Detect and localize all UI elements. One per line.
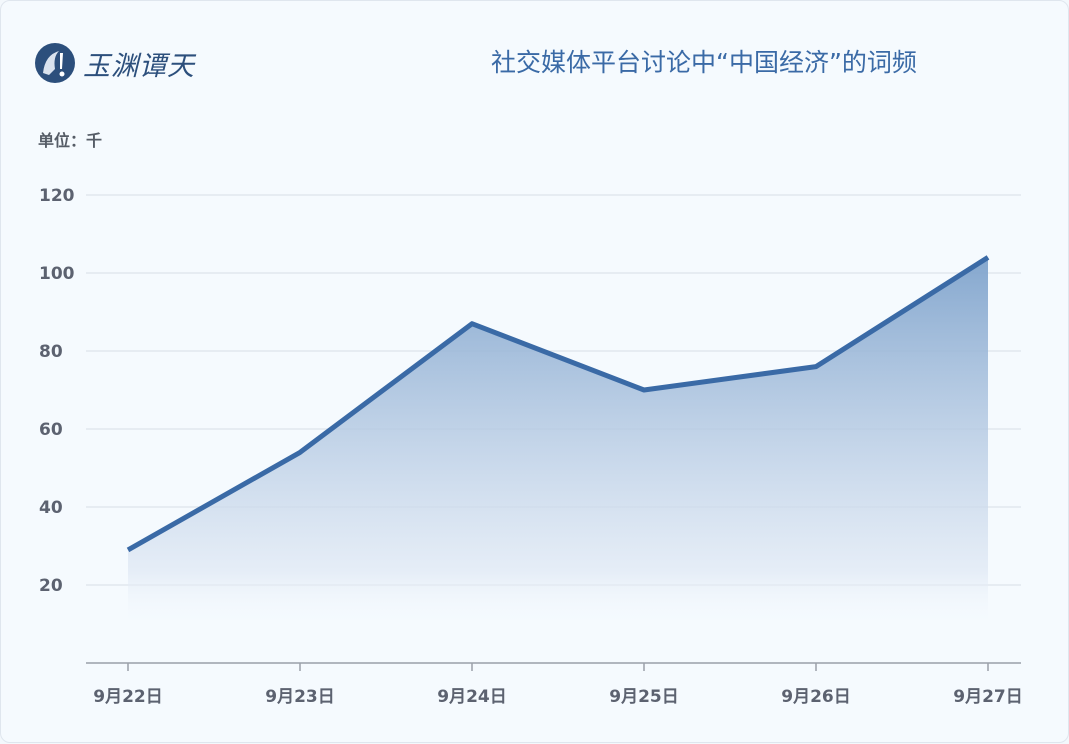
x-tick-label: 9月25日: [609, 687, 679, 707]
x-tick-label: 9月26日: [781, 687, 851, 707]
y-tick-label: 40: [39, 498, 63, 518]
x-tick-label: 9月22日: [93, 687, 163, 707]
y-tick-label: 20: [39, 576, 63, 596]
x-tick-label: 9月24日: [437, 687, 507, 707]
area-fill: [128, 257, 988, 628]
y-tick-label: 100: [39, 264, 75, 284]
x-tick-label: 9月23日: [265, 687, 335, 707]
y-tick-label: 60: [39, 420, 63, 440]
y-tick-label: 120: [39, 186, 75, 206]
x-tick-label: 9月27日: [953, 687, 1023, 707]
y-tick-label: 80: [39, 342, 63, 362]
